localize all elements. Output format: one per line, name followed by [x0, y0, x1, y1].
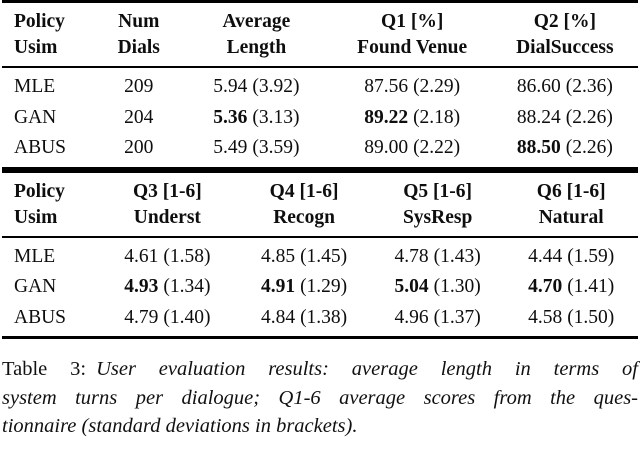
num-dials-cell: 204 — [124, 106, 154, 128]
q5-cell: 4.78 (1.43) — [394, 245, 481, 267]
policy-cell: GAN — [14, 106, 57, 128]
table1-header-average-length: Average Length — [180, 1, 333, 68]
q6-cell: 4.70 (1.41) — [528, 276, 615, 297]
table1-header-q2-dialsuccess: Q2 [%] DialSuccess — [491, 1, 638, 68]
policy-cell: MLE — [14, 76, 56, 97]
q2-cell: 86.60 (2.36) — [516, 76, 613, 97]
q4-cell: 4.84 (1.38) — [260, 306, 348, 328]
table-row-gan: GAN 204 5.36 (3.13) 89.22 (2.18) 88.24 (2.2… — [2, 103, 638, 134]
q6-cell: 4.58 (1.50) — [528, 306, 615, 328]
q1-cell: 89.00 (2.22) — [364, 137, 461, 158]
table1-header-num-dials: Num Dials — [97, 1, 181, 68]
avg-length-cell: 5.36 (3.13) — [213, 106, 300, 128]
table1-header-q1-found-venue: Q1 [%] Found Venue — [332, 1, 492, 68]
q5-cell: 4.96 (1.37) — [394, 306, 481, 328]
table-row-mle: MLE 209 5.94 (3.92) 87.56 (2.29) 86.60 (2.3… — [2, 67, 638, 103]
avg-length-cell: 5.94 (3.92) — [213, 76, 300, 97]
results-table-questionnaire: Policy Usim Q3 [1-6] Underst Q4 [1-6] Re… — [2, 169, 638, 339]
table1-header-policy: Policy Usim — [2, 1, 98, 68]
q4-cell: 4.91 (1.29) — [260, 276, 348, 297]
caption-line-2: system turns per dialogue; Q1-6 average … — [2, 386, 638, 409]
table-row-abus: ABUS 4.79 (1.40) 4.84 (1.38) 4.96 (1.37) 4.… — [2, 303, 638, 338]
table2-header-row: Policy Usim Q3 [1-6] Underst Q4 [1-6] Re… — [2, 171, 638, 238]
q2-cell: 88.50 (2.26) — [516, 137, 613, 158]
num-dials-cell: 209 — [124, 76, 154, 97]
results-table-objective: Policy Usim Num Dials Average Length Q1 … — [2, 0, 638, 170]
caption-line-3: tionnaire (standard deviations in bracke… — [2, 415, 358, 437]
q1-cell: 87.56 (2.29) — [364, 76, 461, 97]
table-row-mle: MLE 4.61 (1.58) 4.85 (1.45) 4.78 (1.43) 4.4… — [2, 237, 638, 273]
q6-cell: 4.44 (1.59) — [528, 245, 615, 267]
table2-header-q6-natural: Q6 [1-6] Natural — [504, 171, 638, 238]
num-dials-cell: 200 — [124, 137, 154, 158]
table1-header-row: Policy Usim Num Dials Average Length Q1 … — [2, 1, 638, 68]
q3-cell: 4.79 (1.40) — [124, 306, 211, 328]
q5-cell: 5.04 (1.30) — [394, 276, 481, 297]
q1-cell: 89.22 (2.18) — [364, 106, 461, 128]
table-row-gan: GAN 4.93 (1.34) 4.91 (1.29) 5.04 (1.30) 4.7… — [2, 272, 638, 303]
q2-cell: 88.24 (2.26) — [516, 106, 613, 128]
table2-header-policy: Policy Usim — [2, 171, 98, 238]
table2-header-q3-underst: Q3 [1-6] Underst — [97, 171, 238, 238]
table-row-abus: ABUS 200 5.49 (3.59) 89.00 (2.22) 88.50 (2.… — [2, 133, 638, 168]
table2-header-q5-sysresp: Q5 [1-6] SysResp — [370, 171, 505, 238]
q3-cell: 4.61 (1.58) — [124, 245, 211, 267]
policy-cell: ABUS — [14, 137, 67, 158]
q3-cell: 4.93 (1.34) — [124, 276, 211, 297]
caption-label: Table 3: — [2, 358, 87, 380]
avg-length-cell: 5.49 (3.59) — [213, 137, 300, 158]
table2-header-q4-recogn: Q4 [1-6] Recogn — [237, 171, 371, 238]
table-caption: Table 3: User evaluation results: average… — [2, 355, 638, 441]
policy-cell: MLE — [14, 245, 56, 267]
policy-cell: GAN — [14, 276, 57, 297]
policy-cell: ABUS — [14, 306, 67, 328]
caption-line-1: Table 3: User evaluation results: average… — [2, 358, 639, 380]
q4-cell: 4.85 (1.45) — [260, 245, 348, 267]
